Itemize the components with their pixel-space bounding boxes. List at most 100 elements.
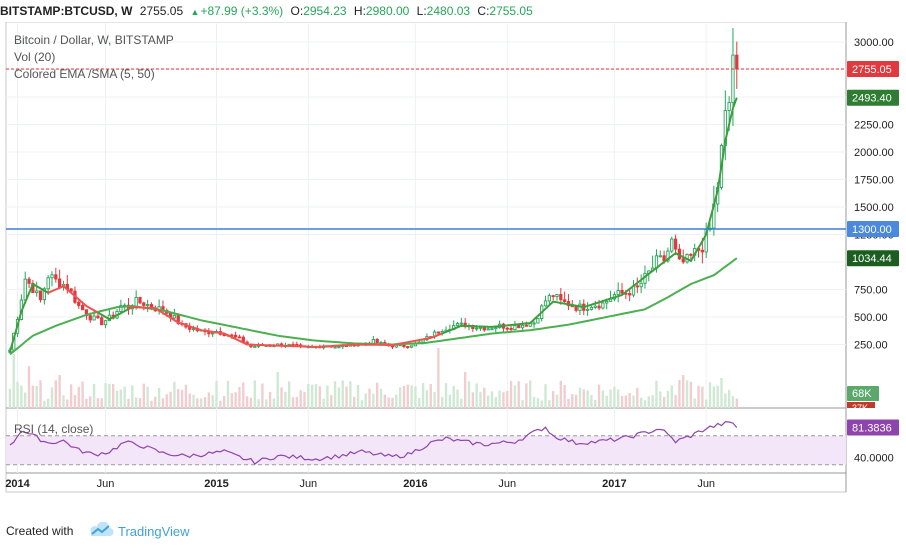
price-tick-label: 500.00 [854,312,888,324]
volume-bar [490,391,494,408]
volume-bar [127,398,130,408]
volume-bar [494,397,497,408]
candle-body [92,315,96,321]
volume-bar [154,396,157,408]
tradingview-brand[interactable]: TradingView [118,524,190,539]
badge-volume-ma: 37K [847,402,875,413]
volume-bar [69,384,73,408]
candle-body [585,308,590,311]
volume-bar [509,380,513,408]
candle-body [601,302,605,309]
volume-bar [341,380,344,408]
time-tick-label: 2016 [403,478,427,490]
volume-bar [578,387,582,408]
volume-bar [670,385,673,408]
volume-bar [368,388,371,408]
volume-bar [628,392,631,408]
volume-bar [574,394,578,408]
candle-body [96,315,100,319]
volume-bar [43,400,46,408]
volume-bar [322,398,325,408]
volume-bar [448,394,452,408]
legend-title: Bitcoin / Dollar, W, BITSTAMP [14,33,174,47]
volume-bar [636,387,639,408]
volume-bar [716,385,719,408]
volume-bar [16,381,19,408]
volume-bar [441,396,444,408]
ema-line-up [8,282,49,353]
volume-bar [46,398,50,408]
volume-bar [123,386,126,408]
volume-bar [50,387,54,408]
volume-bar [330,395,333,408]
volume-bar [506,390,509,408]
volume-bar [207,392,211,408]
candle-body [54,274,58,280]
volume-bar [77,386,80,408]
candle-body [658,255,662,258]
candle-body [233,334,238,338]
candle-body [58,278,62,288]
volume-bar [131,385,134,408]
candle-body [42,288,46,301]
volume-bar [39,380,42,408]
volume-bar [682,375,685,408]
volume-bar [245,396,249,408]
candle-body [513,325,517,331]
ema-line-up [97,308,129,321]
close-label: C: [477,4,490,18]
volume-bar [632,395,635,408]
candle-body [482,326,486,331]
volume-bar [284,391,287,408]
volume-bar [134,397,138,408]
volume-bar [708,382,712,408]
time-tick-label: Jun [697,478,715,490]
time-tick-label: Jun [299,478,317,490]
volume-bar [85,398,88,408]
price-tick-label: 1750.00 [854,175,894,187]
candle-body [635,285,639,288]
symbol-header: BITSTAMP:BTCUSD, W 2755.05 ▲+87.99 (+3.3… [0,0,906,22]
volume-bar [486,395,490,408]
volume-bar [425,390,429,408]
candle-body [35,290,39,294]
badge-last-price-text: 2755.05 [852,64,892,76]
candle-body [547,295,551,302]
volume-bar [115,390,119,408]
volume-bar [165,394,168,408]
candle-body [23,278,27,301]
candle-body [455,323,460,327]
ema-line-down [47,285,99,314]
badge-volume: 68K [847,386,879,401]
close-value: 2755.05 [489,4,533,18]
volume-bar [483,387,486,408]
candle-body [237,336,242,339]
candle-body [551,295,555,298]
volume-bar [353,396,356,408]
volume-bar [234,392,237,408]
volume-bar [395,394,398,408]
candle-body [337,346,341,349]
volume-bar [586,390,589,408]
candle-body [593,305,597,308]
candle-body [524,324,529,327]
volume-bar [265,399,268,408]
volume-bar [731,396,735,408]
volume-bar [402,385,406,408]
volume-bar [112,383,115,408]
badge-hline-text: 1300.00 [852,224,892,236]
badge-volume-text: 68K [852,388,872,400]
candle-body [700,249,704,253]
candle-body [77,301,81,306]
candle-body [536,318,540,324]
ema-line-down [128,306,443,348]
candle-body [727,101,731,111]
time-tick-label: Jun [97,478,115,490]
candle-body [27,278,31,284]
volume-bars [8,348,738,408]
volume-bar [517,381,520,408]
ema-line-up [441,97,738,335]
price-chart[interactable]: 3000.002750.002500.002250.002000.001750.… [0,22,906,515]
badge-volume-ma-text: 37K [852,403,868,413]
volume-bar [58,375,61,408]
